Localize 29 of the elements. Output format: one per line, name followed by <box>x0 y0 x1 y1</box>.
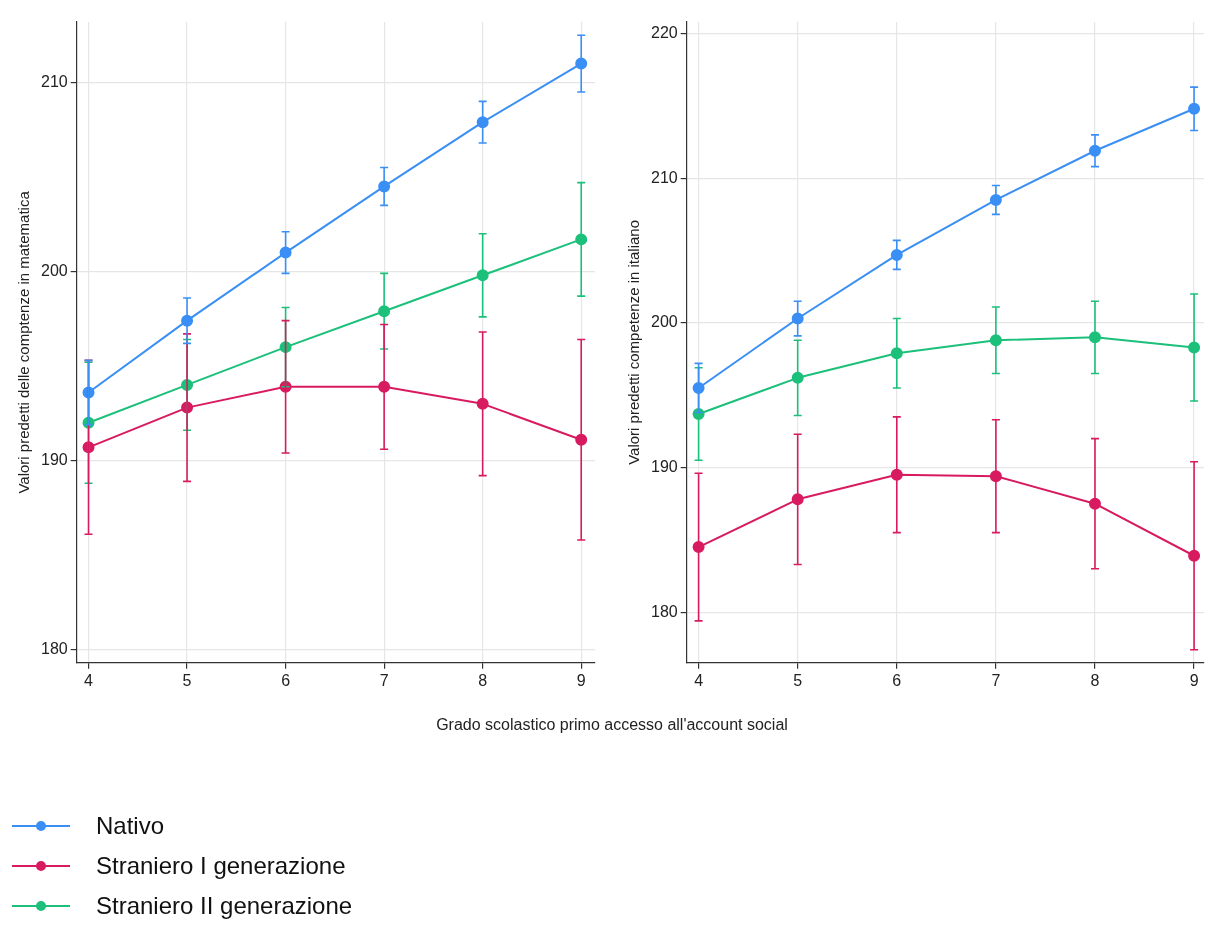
legend-label: Nativo <box>96 812 165 840</box>
y-tick-label: 210 <box>650 168 678 186</box>
x-tick-label: 4 <box>84 671 94 689</box>
y-tick-label: 220 <box>650 23 678 41</box>
point <box>82 386 95 399</box>
y-tick-label: 180 <box>650 602 678 620</box>
x-tick-label: 8 <box>478 671 488 689</box>
y-tick-label: 180 <box>40 639 68 657</box>
y-axis-title: Valori predetti competenze in italiano <box>625 219 643 465</box>
legend-label: Straniero II generazione <box>96 892 353 920</box>
x-tick-label: 5 <box>793 671 803 689</box>
y-axis-title: Valori predetti delle comptenze in matematica <box>15 190 33 494</box>
y-tick-label: 210 <box>40 72 68 90</box>
legend-label: Straniero I generazione <box>96 852 346 880</box>
x-axis-title: Grado scolastico primo accesso all'account social <box>435 716 789 734</box>
x-tick-label: 6 <box>892 671 902 689</box>
x-tick-label: 5 <box>182 671 192 689</box>
point <box>791 493 804 506</box>
x-tick-label: 4 <box>694 671 704 689</box>
x-tick-label: 8 <box>1090 671 1100 689</box>
y-tick-label: 200 <box>650 313 678 331</box>
x-tick-label: 6 <box>281 671 291 689</box>
x-tick-label: 9 <box>1189 671 1199 689</box>
y-tick-label: 190 <box>650 457 678 475</box>
x-tick-label: 7 <box>991 671 1001 689</box>
x-tick-label: 7 <box>379 671 389 689</box>
y-tick-label: 190 <box>40 450 68 468</box>
y-tick-label: 200 <box>40 261 68 279</box>
x-tick-label: 9 <box>576 671 586 689</box>
